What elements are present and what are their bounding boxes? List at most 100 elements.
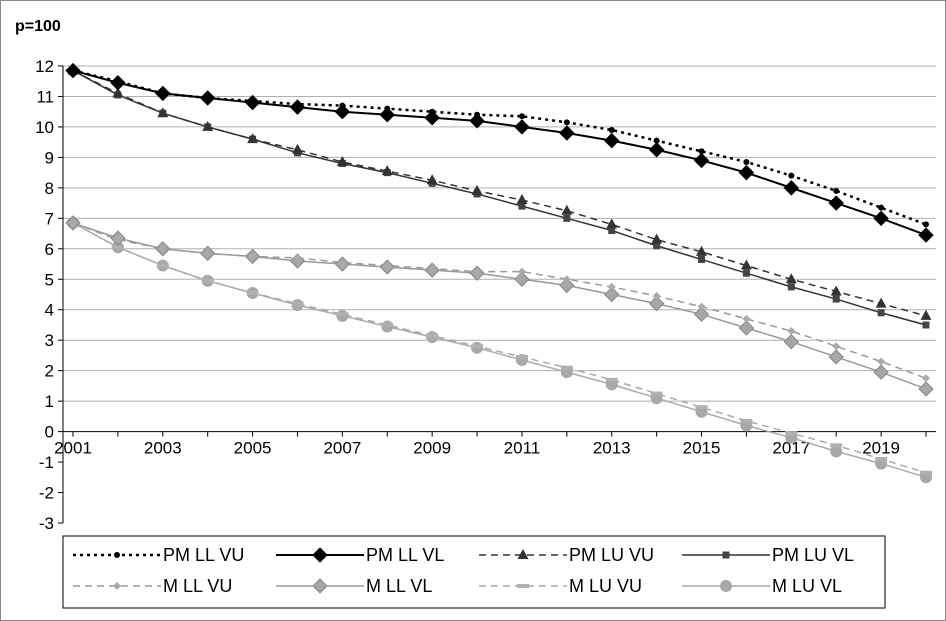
data-point — [428, 264, 437, 273]
data-point — [877, 309, 885, 317]
series-line — [72, 222, 927, 379]
legend-box — [62, 535, 886, 609]
y-tick-label: 5 — [45, 270, 54, 289]
data-point — [608, 126, 615, 133]
data-point — [740, 259, 752, 270]
data-point — [563, 214, 571, 222]
data-point — [828, 195, 844, 211]
chart-title: p=100 — [15, 18, 61, 35]
data-point — [293, 253, 302, 262]
data-point — [604, 132, 620, 149]
data-point — [652, 292, 661, 301]
data-point — [918, 227, 934, 243]
legend-item: M LU VU — [479, 576, 642, 596]
series-line — [72, 222, 927, 474]
x-tick-label: 2007 — [323, 439, 361, 458]
data-point — [204, 94, 211, 101]
data-point — [516, 194, 528, 205]
x-tick-label: 2003 — [144, 439, 182, 458]
legend-item: M LL VU — [73, 576, 232, 596]
series-m-ll-vu — [69, 218, 930, 383]
y-tick-label: -3 — [39, 514, 54, 533]
data-point — [248, 252, 257, 261]
series-m-lu-vu — [67, 220, 932, 475]
legend: PM LL VU PM LL VL PM LU VU PM LU VL M LL VU M… — [62, 535, 886, 609]
data-point — [114, 78, 121, 85]
data-point — [559, 125, 575, 141]
data-point — [473, 267, 482, 276]
y-tick-label: 10 — [35, 118, 54, 137]
data-point — [830, 445, 843, 458]
data-point — [383, 261, 392, 270]
data-point — [312, 547, 328, 563]
data-point — [424, 110, 440, 126]
data-point — [339, 102, 346, 109]
data-point — [471, 344, 484, 349]
x-tick-label: 2005 — [234, 439, 272, 458]
data-point — [787, 283, 795, 291]
data-point — [648, 295, 665, 312]
data-point — [474, 111, 481, 118]
data-point — [696, 245, 708, 256]
data-point — [384, 105, 391, 112]
data-point — [787, 327, 796, 336]
data-point — [698, 255, 706, 263]
data-point — [202, 120, 214, 131]
data-point — [312, 578, 328, 594]
y-tick-label: 2 — [45, 362, 54, 381]
data-point — [693, 152, 710, 169]
data-point — [112, 87, 124, 98]
data-point — [157, 107, 169, 118]
data-point — [920, 470, 932, 475]
series-m-ll-vl — [65, 215, 934, 397]
data-point — [518, 113, 525, 120]
data-point — [336, 312, 349, 317]
data-point — [563, 119, 570, 126]
data-point — [873, 210, 889, 227]
data-point — [922, 374, 930, 383]
y-tick-label: 11 — [36, 87, 54, 106]
y-tick-label: 0 — [45, 423, 54, 442]
series-lines — [65, 62, 934, 484]
data-point — [720, 580, 732, 592]
data-point — [471, 184, 483, 195]
data-point — [785, 273, 797, 284]
y-tick-label: 6 — [45, 240, 54, 259]
data-point — [877, 357, 886, 366]
data-point — [608, 227, 616, 235]
y-tick-label: 9 — [45, 148, 54, 167]
data-point — [381, 165, 393, 176]
data-point — [381, 322, 394, 327]
data-point — [648, 142, 665, 158]
legend-label: PM LU VU — [569, 545, 654, 565]
data-point — [515, 354, 528, 359]
legend-label: M LU VU — [569, 576, 642, 596]
legend-label: M LL VU — [163, 576, 232, 596]
data-point — [832, 295, 840, 303]
data-point — [788, 172, 795, 179]
y-tick-label: 7 — [45, 209, 54, 228]
data-point — [743, 158, 750, 165]
data-point — [561, 204, 573, 215]
data-point — [514, 271, 530, 287]
data-point — [426, 174, 438, 185]
data-point — [693, 306, 710, 323]
data-point — [291, 143, 303, 154]
data-point — [559, 277, 575, 294]
x-tick-label: 2015 — [683, 439, 721, 458]
data-point — [249, 98, 256, 105]
legend-label: PM LL VL — [366, 545, 444, 565]
y-tick-label: 4 — [45, 301, 54, 320]
data-point — [113, 235, 122, 244]
data-point — [742, 269, 750, 277]
data-point — [875, 457, 888, 462]
data-point — [111, 245, 124, 250]
legend-item: M LU VL — [682, 576, 842, 596]
y-tick-label: 12 — [35, 57, 54, 76]
series-line — [72, 222, 927, 479]
data-point — [336, 155, 348, 166]
legend-item: PM LL VL — [276, 545, 444, 565]
legend-label: PM LL VU — [163, 545, 244, 565]
series-line — [72, 222, 927, 390]
